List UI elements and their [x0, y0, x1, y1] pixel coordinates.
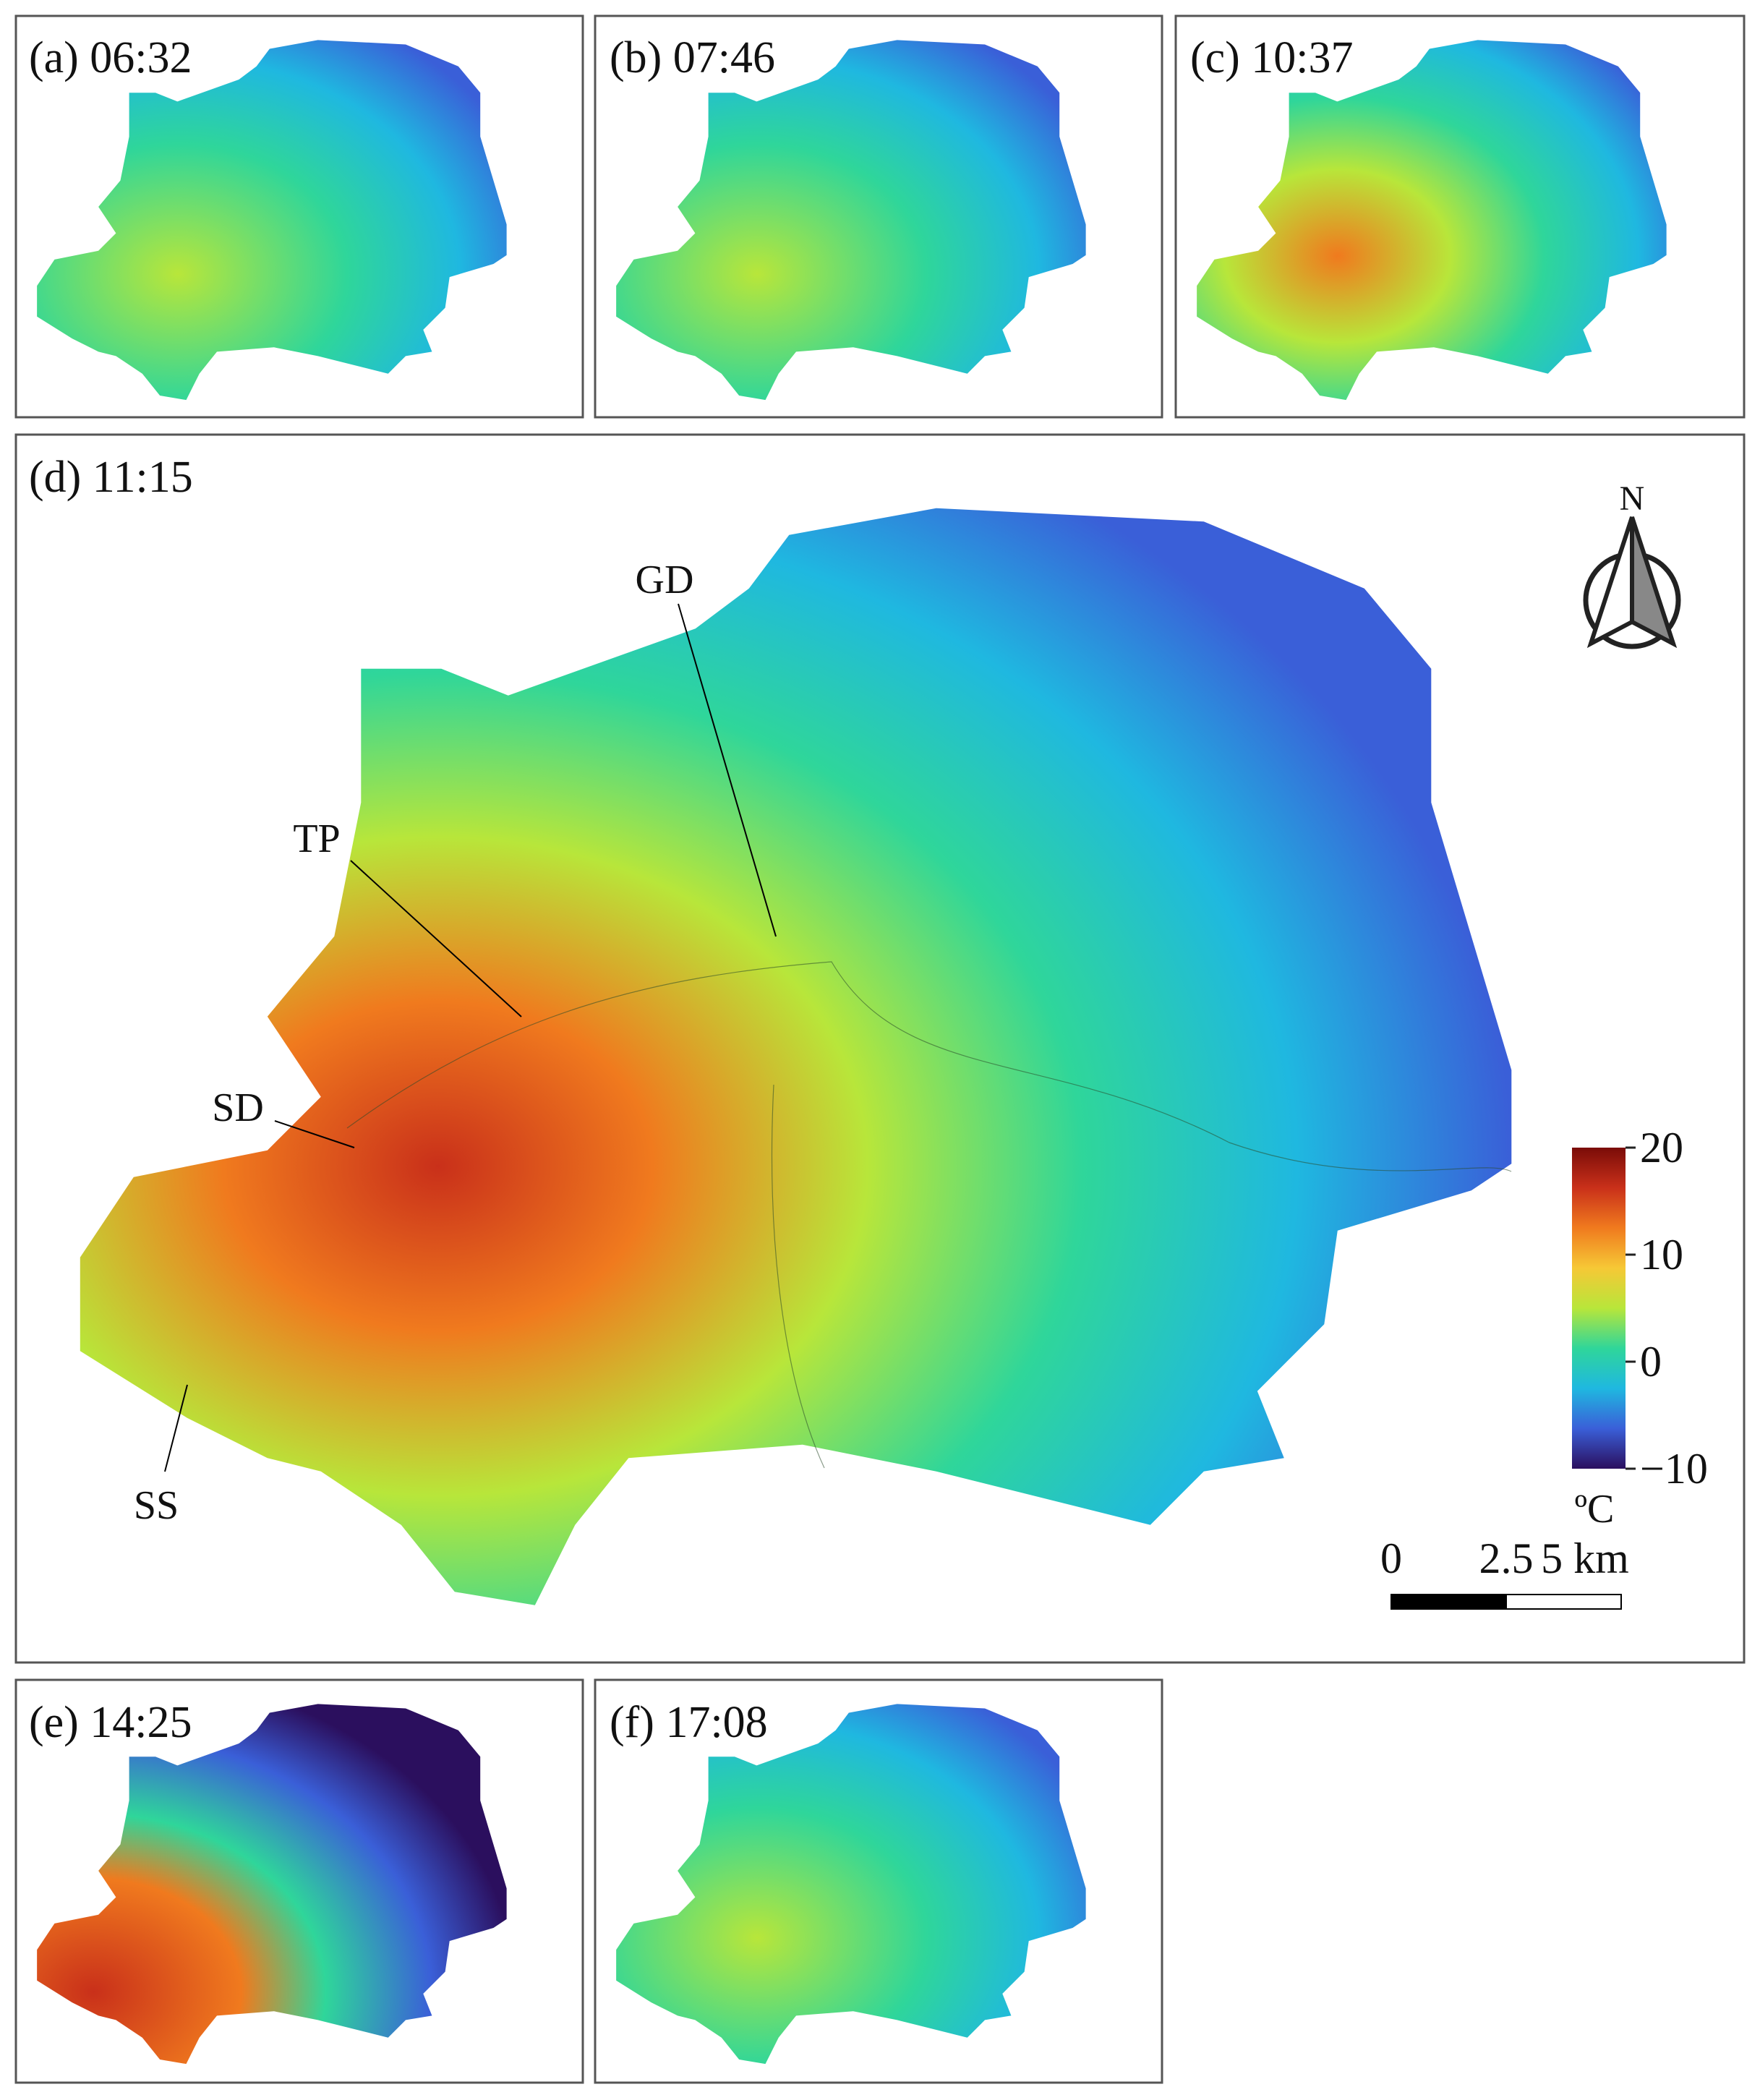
- colorbar: [1572, 1148, 1626, 1469]
- panel-title: (d) 11:15: [29, 453, 193, 502]
- scale-label: 2.5: [1479, 1535, 1534, 1582]
- scale-segment: [1505, 1594, 1622, 1610]
- river: [346, 961, 1512, 1172]
- river: [771, 1084, 825, 1469]
- annotation: SD: [212, 1085, 264, 1130]
- panel-title: (f) 17:08: [610, 1698, 768, 1747]
- panel-title: (b) 07:46: [610, 33, 775, 82]
- panel-title: (c) 10:37: [1190, 33, 1354, 82]
- north-arrow: N: [1583, 479, 1681, 649]
- colorbar-tick-label: 0: [1640, 1338, 1662, 1386]
- leader-line: [164, 1384, 188, 1472]
- scale-segment: [1391, 1594, 1507, 1610]
- north-label: N: [1620, 479, 1645, 518]
- colorbar-unit: ºC: [1575, 1487, 1615, 1532]
- panel-title: (a) 06:32: [29, 33, 192, 82]
- annotation: SS: [134, 1483, 179, 1528]
- panel-title: (e) 14:25: [29, 1698, 192, 1747]
- colorbar-tick-label: 10: [1640, 1231, 1683, 1279]
- leader-line: [274, 1120, 355, 1148]
- annotation: GD: [636, 558, 694, 602]
- annotation: TP: [293, 816, 340, 861]
- leader-line: [678, 603, 777, 937]
- scale-label: 0: [1380, 1535, 1402, 1582]
- colorbar-tick-label: 20: [1640, 1124, 1683, 1171]
- scale-label: 5 km: [1541, 1535, 1629, 1582]
- colorbar-tick-label: −10: [1640, 1445, 1708, 1493]
- leader-line: [350, 860, 522, 1017]
